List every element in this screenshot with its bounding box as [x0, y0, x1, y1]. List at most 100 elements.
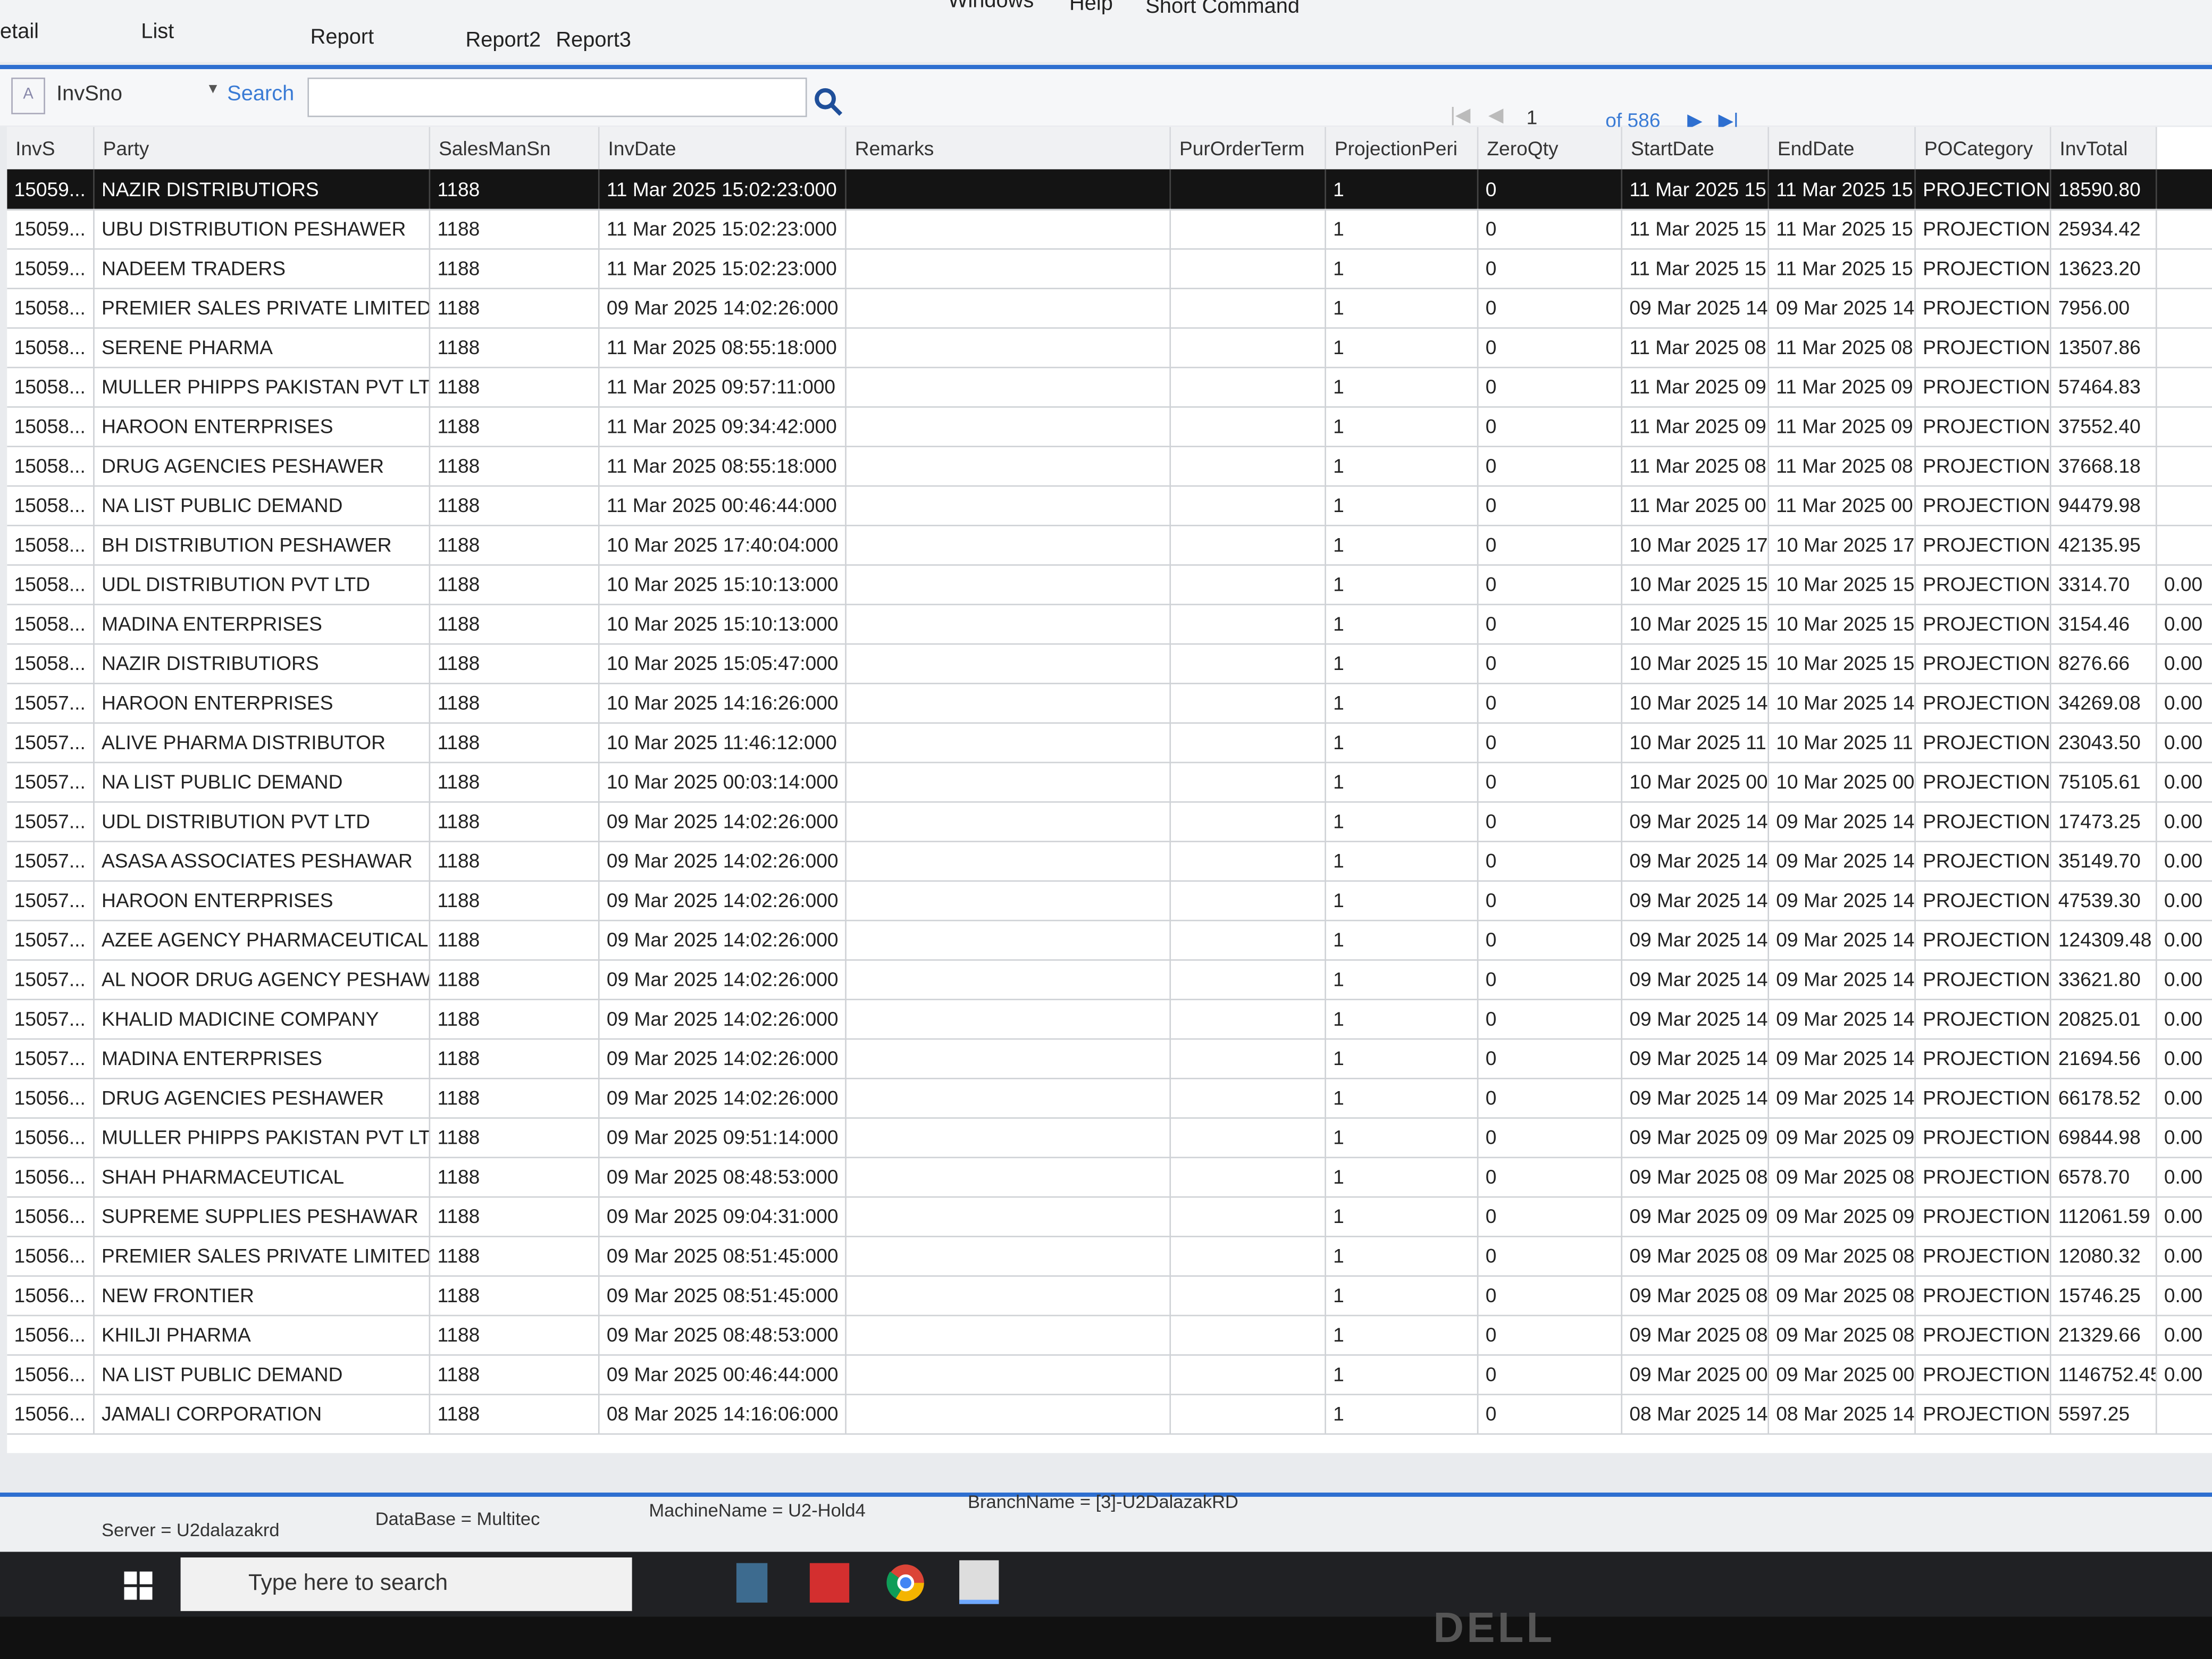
grid-row[interactable]: 15057... MADINA ENTERPRISES 1188 09 Mar 202… — [7, 1038, 2212, 1079]
menu-item[interactable]: Help — [1069, 0, 1113, 16]
cell-salesman: 1188 — [430, 485, 600, 525]
cell-party: NAZIR DISTRIBUTIORS — [95, 169, 431, 209]
cell-extra: 0.00 — [2157, 1038, 2212, 1078]
column-header[interactable]: ZeroQty — [1478, 127, 1623, 170]
column-header[interactable]: Party — [94, 127, 431, 170]
cell-start: 09 Mar 2025 08:... — [1622, 1275, 1769, 1315]
column-header[interactable]: PurOrderTerm — [1171, 127, 1326, 170]
grid-row[interactable]: 15058... MADINA ENTERPRISES 1188 10 Mar 202… — [7, 604, 2212, 645]
grid-row[interactable]: 15057... HAROON ENTERPRISES 1188 09 Mar 202… — [7, 880, 2212, 921]
cell-end: 09 Mar 2025 14:... — [1769, 959, 1916, 999]
menu-item[interactable]: Report3 — [556, 28, 631, 53]
cell-zero-qty: 0 — [1478, 564, 1623, 604]
column-header[interactable]: InvDate — [599, 127, 847, 170]
search-input[interactable] — [307, 77, 807, 118]
cell-inv: 15057... — [7, 880, 95, 920]
cell-category: PROJECTION P... — [1916, 327, 2051, 367]
page-number[interactable]: 1 — [1526, 105, 1538, 129]
grid-row[interactable]: 15058... HAROON ENTERPRISES 1188 11 Mar 202… — [7, 406, 2212, 448]
cell-salesman: 1188 — [430, 1157, 600, 1196]
app-icon[interactable] — [736, 1563, 768, 1603]
cell-total: 3314.70 — [2051, 564, 2157, 604]
cell-empty — [1171, 1394, 1326, 1434]
menu-item[interactable]: Short Command — [1145, 0, 1300, 19]
prev-page[interactable]: ◀ — [1488, 103, 1504, 126]
cell-inv: 15056... — [7, 1117, 95, 1157]
grid-row[interactable]: 15057... ALIVE PHARMA DISTRIBUTOR 1188 10 M… — [7, 722, 2212, 764]
cell-zero-qty: 0 — [1478, 643, 1623, 683]
browser-icon[interactable] — [886, 1563, 925, 1603]
grid-row[interactable]: 15056... PREMIER SALES PRIVATE LIMITED 118… — [7, 1236, 2212, 1277]
search-icon[interactable] — [812, 86, 843, 117]
column-header[interactable]: Remarks — [846, 127, 1171, 170]
menu-item[interactable]: etail — [0, 20, 39, 44]
taskbar-search[interactable]: Type here to search — [180, 1557, 632, 1611]
column-header[interactable]: SalesManSn — [430, 127, 600, 170]
cell-party: UDL DISTRIBUTION PVT LTD — [95, 801, 431, 841]
grid-row[interactable]: 15058... NAZIR DISTRIBUTIORS 1188 10 Mar 20… — [7, 643, 2212, 684]
grid-row[interactable]: 15057... AZEE AGENCY PHARMACEUTICAL... 118… — [7, 919, 2212, 961]
cell-empty — [847, 999, 1171, 1038]
app-icon[interactable] — [959, 1560, 999, 1604]
search-label[interactable]: Search — [227, 81, 295, 106]
menu-item[interactable]: Report2 — [465, 28, 541, 53]
cell-projection: 1 — [1326, 919, 1479, 960]
grid-row[interactable]: 15056... SHAH PHARMACEUTICAL 1188 09 Mar 20… — [7, 1157, 2212, 1198]
cell-extra: 0.00 — [2157, 604, 2212, 643]
search-field[interactable]: InvSno — [56, 81, 123, 106]
cell-empty — [847, 446, 1171, 485]
grid-row[interactable]: 15058... UDL DISTRIBUTION PVT LTD 1188 10 M… — [7, 564, 2212, 606]
column-header[interactable]: ProjectionPeri — [1326, 127, 1479, 170]
grid-row[interactable]: 15058... MULLER PHIPPS PAKISTAN PVT LTD 11… — [7, 366, 2212, 408]
grid-row[interactable]: 15058... BH DISTRIBUTION PESHAWER 1188 10 M… — [7, 524, 2212, 566]
grid-row[interactable]: 15058... PREMIER SALES PRIVATE LIMITED 118… — [7, 288, 2212, 329]
cell-start: 11 Mar 2025 09:... — [1622, 366, 1769, 407]
grid-row[interactable]: 15057... ASASA ASSOCIATES PESHAWAR 1188 09 … — [7, 841, 2212, 882]
cell-zero-qty: 0 — [1478, 1275, 1623, 1315]
cell-inv: 15056... — [7, 1196, 95, 1236]
cell-salesman: 1188 — [430, 169, 600, 209]
grid-row[interactable]: 15057... NA LIST PUBLIC DEMAND 1188 10 Mar … — [7, 761, 2212, 803]
grid-row[interactable]: 15056... NEW FRONTIER 1188 09 Mar 2025 08:5… — [7, 1275, 2212, 1317]
grid-row[interactable]: 15059... NAZIR DISTRIBUTIORS 1188 11 Mar 20… — [7, 169, 2212, 211]
dropdown-arrow[interactable]: ▼ — [206, 81, 220, 98]
start-button[interactable] — [124, 1571, 153, 1600]
menu-item[interactable]: Report — [310, 25, 374, 49]
cell-end: 11 Mar 2025 15:... — [1769, 248, 1916, 288]
menu-item[interactable]: List — [141, 20, 174, 44]
grid-row[interactable]: 15059... NADEEM TRADERS 1188 11 Mar 2025 15… — [7, 248, 2212, 289]
cell-projection: 1 — [1326, 761, 1479, 801]
column-header[interactable]: POCategory — [1915, 127, 2051, 170]
grid-row[interactable]: 15056... JAMALI CORPORATION 1188 08 Mar 202… — [7, 1394, 2212, 1435]
column-header[interactable]: StartDate — [1622, 127, 1769, 170]
cell-total: 20825.01 — [2051, 999, 2157, 1038]
cell-empty — [1171, 485, 1326, 525]
column-header[interactable]: InvS — [7, 127, 95, 170]
app-icon[interactable] — [809, 1563, 850, 1603]
grid-row[interactable]: 15059... UBU DISTRIBUTION PESHAWER 1188 11 … — [7, 208, 2212, 250]
grid-row[interactable]: 15057... KHALID MADICINE COMPANY 1188 09 Ma… — [7, 999, 2212, 1040]
cell-end: 10 Mar 2025 15:... — [1769, 604, 1916, 643]
grid-row[interactable]: 15057... UDL DISTRIBUTION PVT LTD 1188 09 M… — [7, 801, 2212, 842]
cell-empty — [847, 841, 1171, 881]
cell-category: PROJECTION P... — [1916, 683, 2051, 723]
column-header[interactable]: InvTotal — [2051, 127, 2157, 170]
grid-row[interactable]: 15056... NA LIST PUBLIC DEMAND 1188 09 Mar … — [7, 1354, 2212, 1395]
column-header[interactable]: EndDate — [1769, 127, 1916, 170]
grid-row[interactable]: 15058... DRUG AGENCIES PESHAWER 1188 11 Mar… — [7, 446, 2212, 487]
menu-item[interactable]: Windows — [948, 0, 1034, 13]
cell-empty — [847, 604, 1171, 643]
grid-row[interactable]: 15056... DRUG AGENCIES PESHAWER 1188 09 Mar… — [7, 1077, 2212, 1119]
grid-row[interactable]: 15057... AL NOOR DRUG AGENCY PESHAW... 118… — [7, 959, 2212, 1001]
cell-projection: 1 — [1326, 248, 1479, 288]
grid-row[interactable]: 15058... SERENE PHARMA 1188 11 Mar 2025 08:… — [7, 327, 2212, 368]
cell-party: SHAH PHARMACEUTICAL — [95, 1157, 431, 1196]
grid-row[interactable]: 15058... NA LIST PUBLIC DEMAND 1188 11 Mar … — [7, 485, 2212, 526]
cell-empty — [847, 880, 1171, 920]
first-page[interactable]: |◀ — [1450, 103, 1471, 126]
grid-row[interactable]: 15056... KHILJI PHARMA 1188 09 Mar 2025 08:… — [7, 1314, 2212, 1356]
grid-row[interactable]: 15056... MULLER PHIPPS PAKISTAN PVT LTD 11… — [7, 1117, 2212, 1159]
grid-row[interactable]: 15057... HAROON ENTERPRISES 1188 10 Mar 202… — [7, 683, 2212, 724]
cell-start: 09 Mar 2025 14:... — [1622, 288, 1769, 328]
grid-row[interactable]: 15056... SUPREME SUPPLIES PESHAWAR 1188 09 … — [7, 1196, 2212, 1237]
